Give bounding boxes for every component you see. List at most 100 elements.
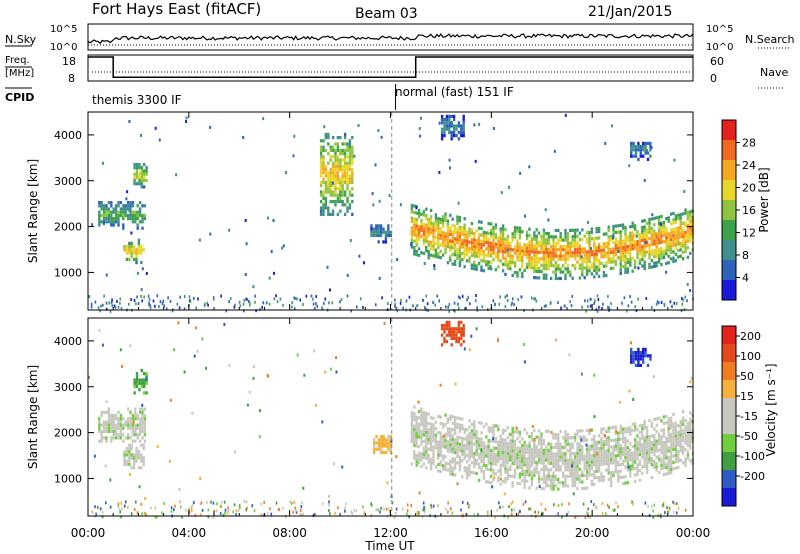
cell <box>341 200 344 204</box>
speckle <box>630 300 633 304</box>
cell <box>542 474 546 478</box>
colorbar-tick-label: 28 <box>742 137 756 150</box>
cell <box>443 340 446 344</box>
cell <box>451 262 454 266</box>
cell <box>415 454 418 458</box>
cell <box>132 257 136 261</box>
cell <box>410 203 414 207</box>
cell <box>463 265 466 269</box>
cell <box>504 477 507 481</box>
cell <box>564 254 567 258</box>
cell <box>595 249 598 253</box>
cell <box>648 454 651 458</box>
cell <box>504 244 507 248</box>
cell <box>590 272 594 276</box>
cell <box>597 258 601 262</box>
cell <box>516 437 519 441</box>
cell <box>427 431 430 435</box>
cell <box>460 333 463 337</box>
cell <box>117 410 120 414</box>
speckle <box>457 201 460 205</box>
cell <box>684 425 687 429</box>
cell <box>434 446 438 450</box>
speckle <box>117 504 119 508</box>
cell <box>504 470 507 474</box>
colorbar-tick-label: 100 <box>740 350 761 363</box>
speckle <box>260 513 262 517</box>
cell <box>614 262 618 267</box>
cell <box>125 459 129 463</box>
cell <box>569 254 572 258</box>
cell <box>547 468 550 472</box>
cell <box>573 484 577 488</box>
cell <box>117 217 120 221</box>
speckle <box>681 297 683 300</box>
cell <box>549 445 553 449</box>
cell <box>425 437 428 441</box>
cell <box>669 435 673 440</box>
speckle <box>560 306 562 310</box>
cell <box>339 164 342 168</box>
cell <box>630 148 633 152</box>
cell <box>379 230 383 234</box>
speckle <box>448 309 450 313</box>
cell <box>492 226 495 230</box>
cell <box>143 378 146 382</box>
cell <box>427 422 430 426</box>
cell <box>689 219 692 223</box>
cell <box>636 440 639 444</box>
speckle <box>329 367 332 371</box>
speckle <box>445 305 447 309</box>
cell <box>346 196 349 200</box>
speckle <box>601 306 603 310</box>
speckle <box>617 505 619 509</box>
cell <box>135 378 139 382</box>
cell <box>547 241 550 245</box>
cell <box>499 243 502 247</box>
cell <box>439 233 442 237</box>
cell <box>110 423 113 427</box>
cell <box>525 450 529 454</box>
cell <box>453 240 457 244</box>
speckle <box>394 302 396 306</box>
cell <box>322 190 325 194</box>
cell <box>417 237 421 241</box>
cell <box>449 239 452 243</box>
colorbar-tick-label: -200 <box>740 470 765 483</box>
cell <box>576 432 579 436</box>
cell <box>341 164 344 168</box>
speckle <box>109 309 112 313</box>
cell <box>339 168 342 172</box>
cell <box>638 440 642 444</box>
cell <box>564 276 567 281</box>
cell <box>497 239 500 243</box>
speckle <box>295 510 298 514</box>
cell <box>525 444 529 448</box>
speckle <box>675 502 678 505</box>
cell <box>669 455 673 459</box>
speckle <box>101 343 104 347</box>
speckle <box>496 508 498 512</box>
colorbar-tick-label: 24 <box>742 159 756 172</box>
cell <box>509 464 512 468</box>
cell <box>132 456 136 460</box>
speckle <box>380 135 383 139</box>
cell <box>643 461 646 465</box>
cell <box>138 178 141 183</box>
cell <box>410 235 414 239</box>
cell <box>525 237 529 241</box>
cell <box>319 164 323 168</box>
cell <box>122 207 125 211</box>
cell <box>637 157 640 161</box>
cell <box>141 410 144 414</box>
cell <box>135 166 139 170</box>
cell <box>542 477 546 481</box>
cell <box>605 455 608 459</box>
cell <box>637 351 640 355</box>
cell <box>590 473 594 477</box>
speckle <box>216 502 218 506</box>
speckle <box>168 459 171 463</box>
cell <box>348 161 352 165</box>
cell <box>619 246 622 250</box>
cell <box>672 227 675 231</box>
